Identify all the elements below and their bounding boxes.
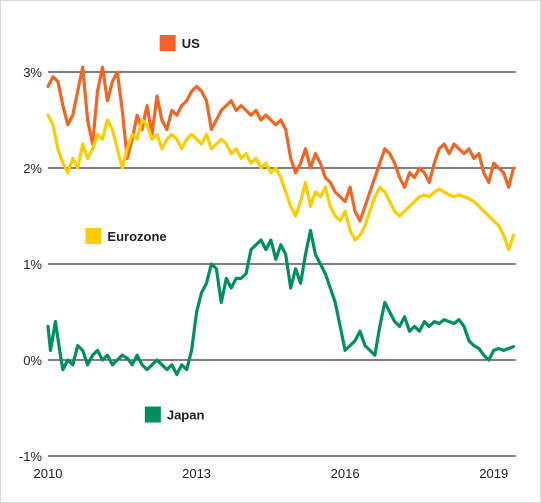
y-tick-label: -1%: [19, 449, 43, 464]
y-tick-label: 0%: [23, 353, 42, 368]
inline-legend: US Eurozone Japan: [85, 35, 204, 423]
legend-swatch-eurozone: [85, 227, 102, 244]
x-tick-label: 2016: [331, 466, 360, 481]
series-line-eurozone: [46, 113, 516, 252]
series-lines: [46, 65, 516, 376]
series-line-japan: [46, 228, 516, 376]
y-tick-label: 2%: [23, 161, 42, 176]
y-axis-tick-labels: 3% 2% 1% 0% -1%: [19, 65, 43, 464]
legend-swatch-japan: [144, 406, 161, 423]
y-tick-label: 3%: [23, 65, 42, 80]
legend-swatch-us: [159, 35, 176, 51]
x-tick-label: 2013: [182, 466, 211, 481]
series-line-us: [46, 65, 516, 223]
x-tick-label: 2019: [479, 466, 508, 481]
legend-label-us: US: [182, 36, 200, 51]
y-tick-label: 1%: [23, 257, 42, 272]
x-tick-label: 2010: [34, 466, 63, 481]
legend-label-japan: Japan: [167, 408, 205, 423]
legend-label-eurozone: Eurozone: [107, 229, 166, 244]
x-axis-tick-labels: 2010 2013 2016 2019: [34, 466, 509, 481]
gridlines: [48, 71, 516, 457]
